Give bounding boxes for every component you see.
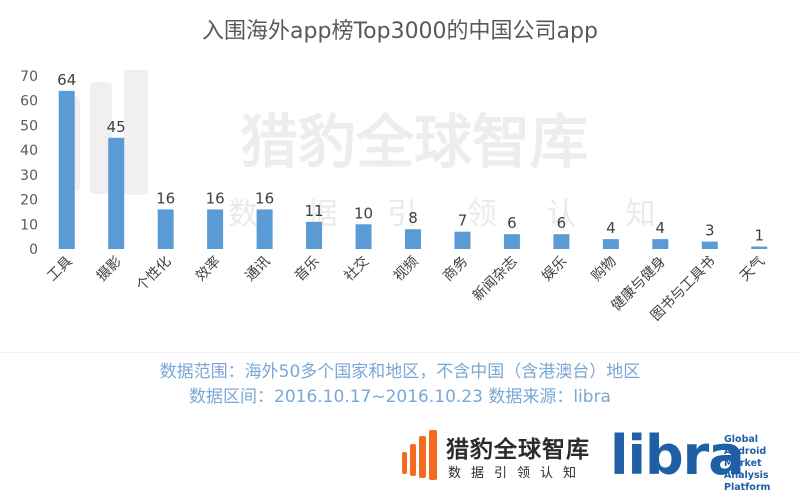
watermark-bar-3: [124, 70, 148, 195]
watermark: 猎豹全球智库 数 据 引 领 认 知: [60, 70, 676, 232]
bar: [454, 231, 471, 249]
bar: [701, 241, 718, 249]
x-tick-label: 购物: [589, 254, 620, 285]
y-tick-label: 60: [20, 94, 38, 110]
x-tick-label: 音乐: [291, 253, 323, 285]
footer-logos: 猎豹全球智库 数据引领认知 libra Global Android Marke…: [400, 424, 800, 493]
cheetah-logo-icon: [402, 430, 437, 480]
watermark-bar-2: [90, 82, 112, 194]
chart-title: 入围海外app榜Top3000的中国公司app: [202, 19, 598, 44]
x-tick-label: 社交: [341, 253, 373, 285]
cheetah-brand-slogan: 数据引领认知: [448, 466, 587, 481]
data-label: 6: [557, 214, 567, 232]
libra-tagline-line: Analysis Platform: [724, 470, 771, 493]
watermark-subtitle: 数 据 引 领 认 知: [228, 197, 676, 232]
bar: [355, 224, 372, 249]
y-tick-label: 0: [29, 242, 38, 258]
data-label: 16: [255, 189, 274, 207]
data-period-note: 数据区间：2016.10.17~2016.10.23 数据来源：libra: [189, 387, 611, 407]
data-label: 7: [458, 212, 468, 230]
data-label: 8: [408, 209, 418, 227]
bar: [405, 229, 421, 249]
bar: [652, 239, 669, 249]
bar: [58, 90, 75, 249]
bar: [108, 137, 125, 249]
libra-tagline-line: Android Market: [724, 446, 767, 469]
y-tick-label: 50: [20, 118, 38, 134]
data-label: 45: [107, 118, 126, 136]
bar: [503, 234, 520, 249]
y-tick-label: 70: [20, 69, 38, 85]
y-axis: 0 10 20 30 40 50 60 70: [20, 69, 38, 258]
data-label: 6: [507, 214, 517, 232]
y-tick-label: 20: [20, 193, 38, 209]
bar: [207, 209, 224, 249]
cheetah-brand-name: 猎豹全球智库: [446, 437, 590, 463]
data-scope-note: 数据范围：海外50多个国家和地区，不含中国（含港澳台）地区: [159, 362, 641, 382]
bar-chart: 猎豹全球智库 数 据 引 领 认 知 入围海外app榜Top3000的中国公司a…: [20, 19, 768, 324]
libra-tagline: Global Android Market Analysis Platform: [724, 434, 800, 494]
libra-logo: libra: [610, 424, 745, 487]
x-tick-label: 效率: [192, 253, 224, 285]
bars: [58, 90, 768, 249]
watermark-title: 猎豹全球智库: [240, 108, 588, 176]
bar: [553, 234, 570, 249]
x-tick-label: 摄影: [94, 254, 125, 285]
data-label: 64: [57, 71, 76, 89]
data-label: 16: [206, 189, 225, 207]
x-tick-label: 娱乐: [539, 254, 570, 285]
x-tick-label: 商务: [440, 254, 471, 285]
x-tick-label: 工具: [44, 254, 75, 285]
chart-area: 猎豹全球智库 数 据 引 领 认 知 入围海外app榜Top3000的中国公司a…: [20, 19, 768, 324]
data-label: 16: [156, 189, 175, 207]
separator: [0, 352, 800, 353]
data-label: 3: [705, 222, 715, 240]
bar: [306, 221, 323, 249]
data-label: 11: [305, 202, 324, 220]
x-tick-label: 视频: [391, 254, 422, 285]
data-label: 4: [606, 219, 616, 237]
data-label: 10: [354, 204, 373, 222]
bar: [256, 209, 273, 249]
bar: [751, 246, 768, 249]
y-tick-label: 10: [20, 217, 38, 233]
bar: [602, 239, 619, 249]
data-label: 1: [754, 227, 764, 245]
y-tick-label: 30: [20, 168, 38, 184]
y-tick-label: 40: [20, 143, 38, 159]
data-label: 4: [656, 219, 666, 237]
x-tick-label: 个性化: [133, 254, 174, 295]
bar: [157, 209, 174, 249]
x-tick-label: 天气: [737, 254, 768, 285]
libra-tagline-line: Global: [724, 434, 759, 445]
x-tick-label: 新闻杂志: [470, 254, 521, 305]
x-tick-label: 通讯: [242, 254, 273, 285]
